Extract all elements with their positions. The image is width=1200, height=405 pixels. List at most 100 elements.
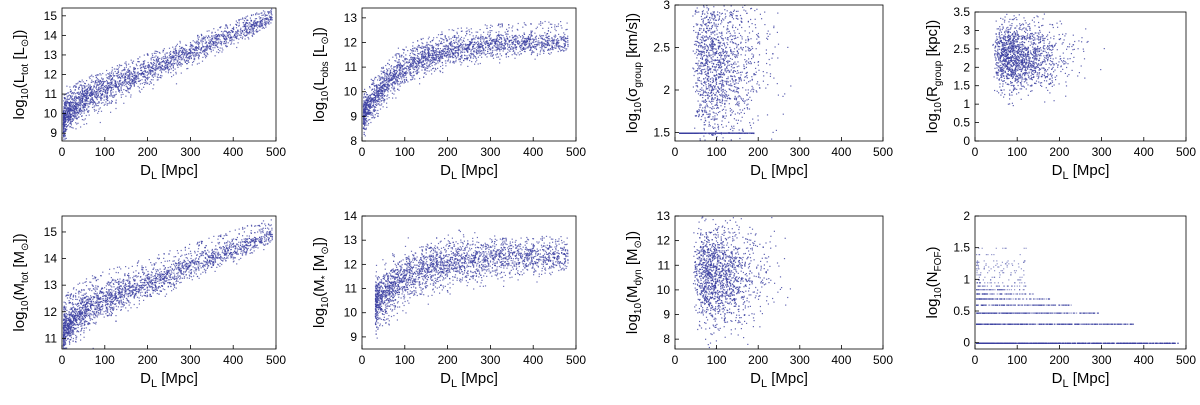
data-point [97,99,98,100]
data-point [64,126,65,127]
data-point [471,32,472,33]
data-point [247,22,248,23]
data-point [117,87,118,88]
data-point [430,66,431,67]
data-point [515,46,516,47]
data-point [261,15,262,16]
data-point [424,66,425,67]
data-point [541,42,542,43]
data-point [172,64,173,65]
data-point [72,110,73,111]
data-point [538,38,539,39]
data-point [254,28,255,29]
data-point [549,49,550,50]
data-point [432,45,433,46]
data-point [100,88,101,89]
data-point [157,51,158,52]
data-point [567,44,568,45]
data-point [456,42,457,43]
data-point [456,32,457,33]
data-point [544,44,545,45]
data-point [532,42,533,43]
data-point [440,38,441,39]
data-point [458,50,459,51]
data-point [374,78,375,79]
data-point [91,89,92,90]
data-point [430,60,431,61]
data-point [153,68,154,69]
data-point [382,68,383,69]
data-point [123,75,124,76]
data-point [129,76,130,77]
y-tick-label: 11 [45,87,58,101]
data-point [107,88,108,89]
data-point [206,52,207,53]
data-point [473,35,474,36]
data-point [487,34,488,35]
data-point [425,59,426,60]
data-point [197,63,198,64]
data-point [189,49,190,50]
data-point [378,75,379,76]
data-point [559,49,560,50]
data-point [263,10,264,11]
data-point [165,57,166,58]
data-point [460,64,461,65]
data-point [152,70,153,71]
data-point [230,32,231,33]
data-point [147,78,148,79]
data-point [242,31,243,32]
data-point [193,49,194,50]
data-point [375,98,376,99]
data-point [363,127,364,128]
data-point [65,130,66,131]
data-point [248,28,249,29]
data-point [550,49,551,50]
data-point [81,96,82,97]
data-point [205,57,206,58]
data-point [100,83,101,84]
data-point [270,22,271,23]
data-point [160,66,161,67]
data-point [383,98,384,99]
data-point [107,81,108,82]
data-point [480,29,481,30]
data-point [407,59,408,60]
data-point [167,56,168,57]
data-point [472,47,473,48]
data-point [257,27,258,28]
data-point [240,37,241,38]
data-point [206,47,207,48]
data-point [498,41,499,42]
data-point [512,37,513,38]
data-point [128,64,129,65]
data-point [376,89,377,90]
data-point [473,44,474,45]
data-point [226,46,227,47]
data-point [540,47,541,48]
data-point [443,51,444,52]
data-point [204,37,205,38]
data-point [111,92,112,93]
data-point [378,94,379,95]
data-point [262,28,263,29]
data-point [380,89,381,90]
data-point [407,63,408,64]
data-point [428,58,429,59]
data-point [364,132,365,133]
data-point [130,94,131,95]
data-point [149,84,150,85]
data-point [87,93,88,94]
data-point [502,26,503,27]
data-point [552,49,553,50]
data-point [212,41,213,42]
data-point [388,76,389,77]
data-point [176,63,177,64]
data-point [90,85,91,86]
data-point [169,66,170,67]
data-point [397,81,398,82]
data-point [179,59,180,60]
data-point [77,112,78,113]
data-point [450,43,451,44]
data-point [219,39,220,40]
